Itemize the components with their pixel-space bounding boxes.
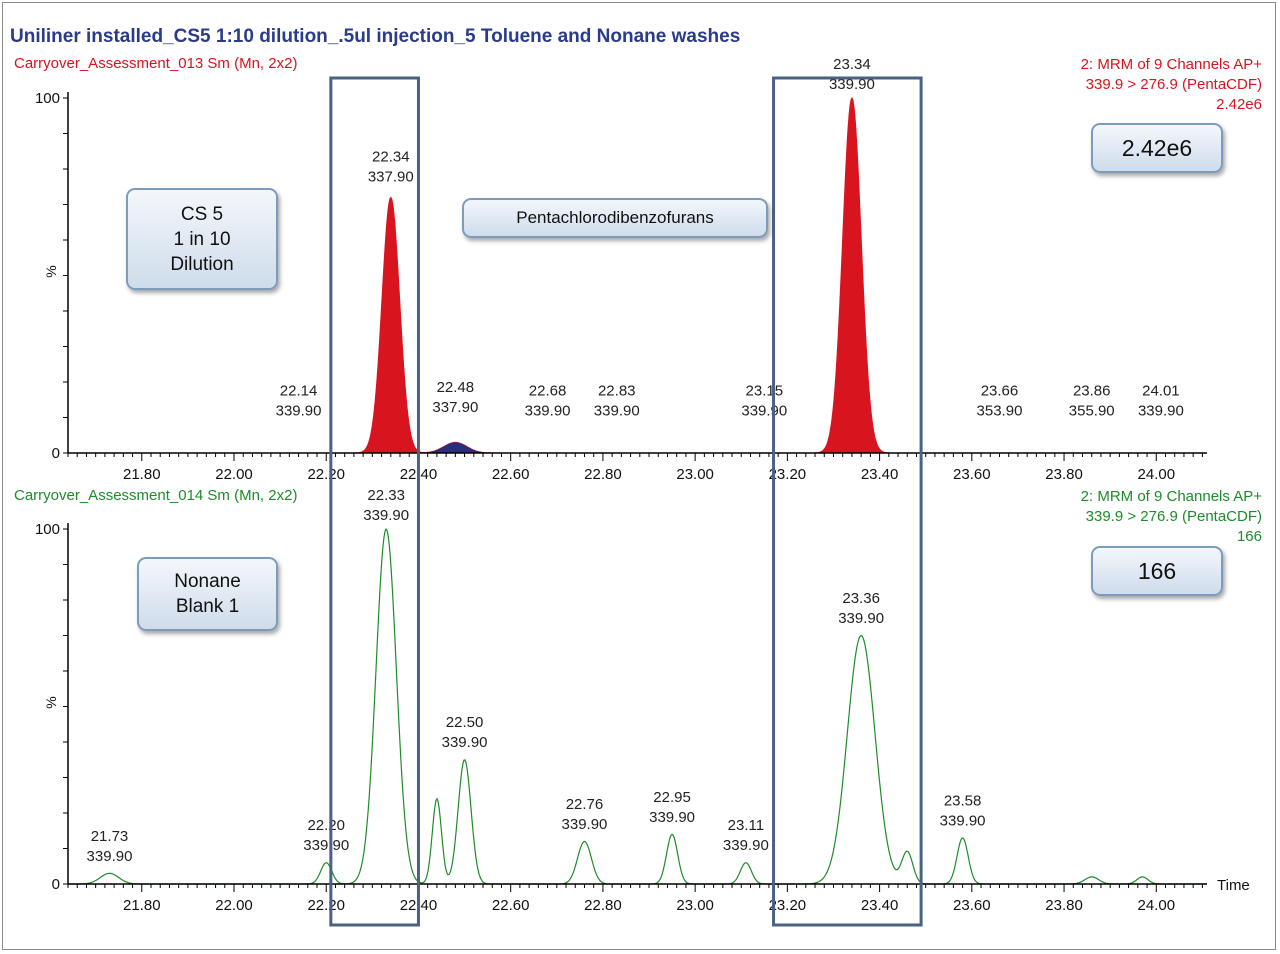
bottom-y-tick-label: 100 [35,521,60,538]
top-x-tick-label: 22.20 [307,466,345,483]
bottom-trace-meta: 2: MRM of 9 Channels AP+ 339.9 > 276.9 (… [1081,487,1262,547]
top-peak-mz-label: 337.90 [368,168,414,185]
top-peak-rt-label: 24.01 [1142,383,1180,400]
compound-callout: Pentachlorodibenzofurans [462,198,768,238]
top-x-tick-label: 24.00 [1138,466,1176,483]
top-peak-mz-label: 339.90 [829,76,875,93]
top-y-tick-label: 100 [35,90,60,107]
top-x-tick-label: 23.80 [1045,466,1083,483]
top-peak-mz-label: 339.90 [1138,403,1184,420]
top-peak-rt-label: 23.15 [746,383,784,400]
top-peak-mz-label: 339.90 [594,403,640,420]
bottom-peak-mz-label: 339.90 [442,734,488,751]
top-peak-rt-label: 22.48 [437,379,475,396]
bottom-peak-rt-label: 22.50 [446,714,484,731]
bottom-peak-rt-label: 22.20 [307,817,345,834]
bottom-peak-mz-label: 339.90 [940,812,986,829]
bottom-peak-rt-label: 23.11 [728,817,764,834]
nonane-blank-label: Nonane Blank 1 [174,571,241,617]
top-x-tick-label: 23.20 [769,466,807,483]
bottom-chromatogram: 21.80 22.00 22.20 22.40 22.60 22.80 23.00 23.20… [35,487,1250,914]
top-meta-line-2: 339.9 > 276.9 (PentaCDF) [1085,76,1262,93]
bottom-peak-rt-label: 23.58 [944,792,982,809]
cs5-dilution-label: CS 5 1 in 10 Dilution [170,203,234,275]
top-peak-mz-label: 337.90 [432,399,478,416]
bottom-x-tick-label: 22.60 [492,897,530,914]
top-peak-mz-label: 339.90 [276,403,322,420]
top-peak-rt-label: 22.34 [372,148,410,165]
bottom-peak-mz-label: 339.90 [838,610,884,627]
top-x-tick-label: 21.80 [123,466,161,483]
bottom-peak-mz-label: 339.90 [363,507,409,524]
bottom-x-tick-label: 22.20 [307,897,345,914]
top-intensity-callout: 2.42e6 [1091,123,1223,173]
highlight-window-2 [772,76,923,927]
bottom-x-tick-label: 21.80 [123,897,161,914]
top-trace-name: Carryover_Assessment_013 Sm (Mn, 2x2) [14,55,298,72]
bottom-meta-line-1: 2: MRM of 9 Channels AP+ [1080,488,1262,505]
bottom-trace-name: Carryover_Assessment_014 Sm (Mn, 2x2) [14,487,298,504]
bottom-x-tick-label: 23.00 [676,897,714,914]
top-chromatogram: 21.80 22.00 22.20 22.40 22.60 22.80 23.00 23.20… [35,56,1207,483]
highlight-window-1 [329,76,420,927]
highlight-windows [329,76,923,927]
bottom-meta-line-2: 339.9 > 276.9 (PentaCDF) [1085,508,1262,525]
bottom-y-tick-label: 0 [52,876,60,893]
top-peak-mz-label: 355.90 [1069,403,1115,420]
bottom-x-axis-label: Time [1217,877,1250,894]
top-peak-rt-label: 23.86 [1073,383,1111,400]
top-trace-meta: 2: MRM of 9 Channels AP+ 339.9 > 276.9 (… [1081,55,1262,115]
top-x-tick-label: 23.60 [953,466,991,483]
top-x-tick-label: 22.00 [215,466,253,483]
bottom-peak-mz-label: 339.90 [649,809,695,826]
top-y-tick-label: 0 [52,445,60,462]
bottom-intensity-callout: 166 [1091,546,1223,596]
top-meta-line-3: 2.42e6 [1216,96,1262,113]
bottom-x-tick-label: 23.40 [861,897,899,914]
top-peak-rt-label: 22.83 [598,383,636,400]
bottom-x-tick-label: 23.20 [769,897,807,914]
bottom-intensity-label: 166 [1137,557,1177,584]
top-peak-mz-label: 339.90 [741,403,787,420]
bottom-peak-rt-label: 22.95 [653,789,691,806]
bottom-meta-line-3: 166 [1236,528,1262,545]
top-peak-rt-label: 22.14 [280,383,318,400]
bottom-y-axis-label: % [43,696,59,708]
bottom-x-tick-label: 23.60 [953,897,991,914]
top-x-tick-label: 23.00 [676,466,714,483]
nonane-blank-callout: Nonane Blank 1 [137,557,278,631]
top-x-tick-label: 23.40 [861,466,899,483]
top-peak-mz-label: 353.90 [977,403,1023,420]
top-minor-peak [418,442,491,453]
bottom-x-tick-label: 24.00 [1138,897,1176,914]
bottom-x-tick-label: 22.00 [215,897,253,914]
top-peak-rt-label: 23.66 [981,383,1019,400]
top-x-tick-label: 22.80 [584,466,622,483]
bottom-peak-rt-label: 22.33 [367,487,405,504]
cs5-dilution-callout: CS 5 1 in 10 Dilution [126,188,278,290]
bottom-x-tick-label: 22.80 [584,897,622,914]
bottom-x-tick-label: 23.80 [1045,897,1083,914]
bottom-peak-mz-label: 339.90 [303,837,349,854]
bottom-peak-rt-label: 21.73 [91,828,129,845]
bottom-peak-rt-label: 22.76 [566,796,604,813]
top-peak-rt-label: 22.68 [529,383,567,400]
top-intensity-label: 2.42e6 [1121,134,1193,161]
top-peak-rt-label: 23.34 [833,56,871,73]
compound-label: Pentachlorodibenzofurans [516,208,714,227]
top-peak-mz-label: 339.90 [525,403,571,420]
bottom-peak-rt-label: 23.36 [842,590,880,607]
bottom-peak-mz-label: 339.90 [87,848,133,865]
top-y-axis-label: % [43,265,59,277]
bottom-peak-mz-label: 339.90 [723,837,769,854]
top-x-tick-label: 22.60 [492,466,530,483]
bottom-peak-mz-label: 339.90 [562,816,608,833]
chart-title: Uniliner installed_CS5 1:10 dilution_.5u… [10,26,741,47]
top-meta-line-1: 2: MRM of 9 Channels AP+ [1080,56,1262,73]
